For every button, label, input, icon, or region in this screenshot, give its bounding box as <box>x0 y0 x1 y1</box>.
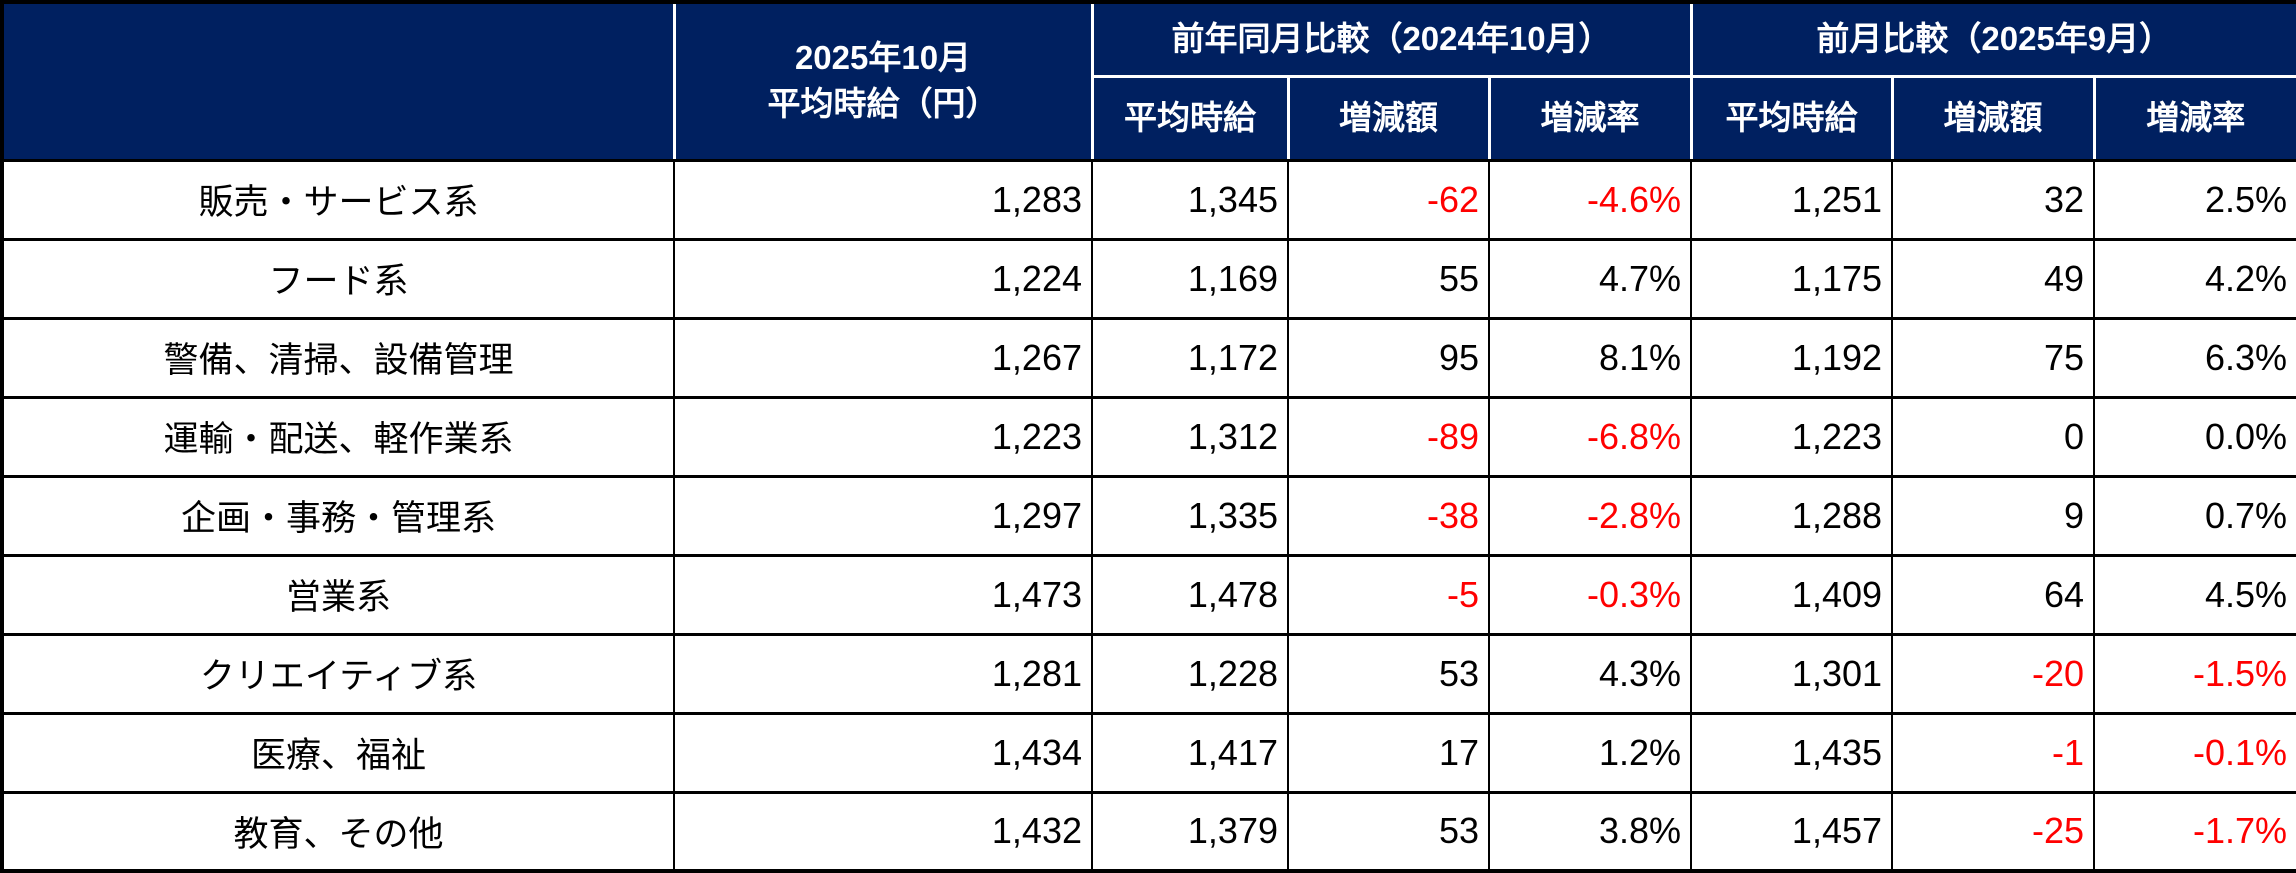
mom-rate-cell: -1.5% <box>2093 632 2296 715</box>
mom-rate-cell: 0.0% <box>2093 395 2296 478</box>
current-avg-wage-cell: 1,297 <box>673 474 1093 557</box>
mom-diff-cell: -25 <box>1891 790 2096 873</box>
mom-avg-wage-cell: 1,288 <box>1690 474 1894 557</box>
yoy-avg-wage-cell: 1,172 <box>1091 316 1289 399</box>
mom-diff-cell: 0 <box>1891 395 2096 478</box>
mom-group-header: 前月比較（2025年9月） <box>1689 0 2296 78</box>
current-avg-wage-cell: 1,473 <box>673 553 1093 636</box>
table-row: フード系 1,224 1,169 55 4.7% 1,175 49 4.2% <box>1 237 2296 320</box>
yoy-diff-cell: 55 <box>1287 237 1490 320</box>
mom-diff-cell: 64 <box>1891 553 2096 636</box>
mom-diff-cell: 9 <box>1891 474 2096 557</box>
mom-rate-header: 増減率 <box>2092 74 2296 162</box>
mom-diff-cell: 32 <box>1891 158 2096 241</box>
current-month-line2: 平均時給（円） <box>767 85 999 123</box>
mom-diff-header: 増減額 <box>1890 74 2096 162</box>
table-row: クリエイティブ系 1,281 1,228 53 4.3% 1,301 -20 -1.5% <box>1 632 2296 715</box>
mom-avg-wage-cell: 1,192 <box>1690 316 1894 399</box>
category-cell: フード系 <box>1 237 675 320</box>
mom-diff-cell: -1 <box>1891 711 2096 794</box>
table-row: 販売・サービス系 1,283 1,345 -62 -4.6% 1,251 32 2.5% <box>1 158 2296 241</box>
yoy-avg-wage-cell: 1,345 <box>1091 158 1289 241</box>
yoy-rate-cell: -0.3% <box>1487 553 1693 636</box>
yoy-rate-cell: -6.8% <box>1487 395 1693 478</box>
current-avg-wage-cell: 1,281 <box>673 632 1093 715</box>
category-cell: 教育、その他 <box>1 790 675 873</box>
yoy-avg-wage-cell: 1,335 <box>1091 474 1289 557</box>
mom-rate-cell: 4.2% <box>2093 237 2296 320</box>
yoy-rate-header: 増減率 <box>1487 74 1693 162</box>
table-row: 運輸・配送、軽作業系 1,223 1,312 -89 -6.8% 1,223 0 0.0% <box>1 395 2296 478</box>
yoy-rate-cell: 4.7% <box>1487 237 1693 320</box>
yoy-avg-wage-cell: 1,228 <box>1091 632 1289 715</box>
mom-rate-cell: 6.3% <box>2093 316 2296 399</box>
category-cell: 警備、清掃、設備管理 <box>1 316 675 399</box>
current-avg-wage-cell: 1,432 <box>673 790 1093 873</box>
category-cell: クリエイティブ系 <box>1 632 675 715</box>
current-month-header: 2025年10月 平均時給（円） <box>672 0 1094 162</box>
mom-diff-cell: 75 <box>1891 316 2096 399</box>
yoy-diff-cell: 17 <box>1287 711 1490 794</box>
table-body: 販売・サービス系 1,283 1,345 -62 -4.6% 1,251 32 2.5% フード… <box>1 158 2296 873</box>
current-avg-wage-cell: 1,283 <box>673 158 1093 241</box>
yoy-rate-cell: 3.8% <box>1487 790 1693 873</box>
mom-rate-cell: -1.7% <box>2093 790 2296 873</box>
category-cell: 販売・サービス系 <box>1 158 675 241</box>
yoy-diff-cell: -38 <box>1287 474 1490 557</box>
yoy-diff-cell: 53 <box>1287 632 1490 715</box>
mom-avg-wage-cell: 1,457 <box>1690 790 1894 873</box>
yoy-avg-wage-cell: 1,312 <box>1091 395 1289 478</box>
yoy-diff-cell: -5 <box>1287 553 1490 636</box>
yoy-rate-cell: 1.2% <box>1487 711 1693 794</box>
category-cell: 医療、福祉 <box>1 711 675 794</box>
table-row: 教育、その他 1,432 1,379 53 3.8% 1,457 -25 -1.7% <box>1 790 2296 873</box>
yoy-diff-cell: 95 <box>1287 316 1490 399</box>
table-row: 企画・事務・管理系 1,297 1,335 -38 -2.8% 1,288 9 0.7% <box>1 474 2296 557</box>
yoy-diff-header: 増減額 <box>1286 74 1491 162</box>
category-column-header <box>0 0 676 162</box>
table-row: 医療、福祉 1,434 1,417 17 1.2% 1,435 -1 -0.1% <box>1 711 2296 794</box>
mom-rate-cell: -0.1% <box>2093 711 2296 794</box>
category-cell: 企画・事務・管理系 <box>1 474 675 557</box>
current-avg-wage-cell: 1,223 <box>673 395 1093 478</box>
mom-rate-cell: 4.5% <box>2093 553 2296 636</box>
current-avg-wage-cell: 1,224 <box>673 237 1093 320</box>
mom-avg-wage-header: 平均時給 <box>1689 74 1894 162</box>
yoy-avg-wage-cell: 1,417 <box>1091 711 1289 794</box>
mom-diff-cell: -20 <box>1891 632 2096 715</box>
mom-avg-wage-cell: 1,175 <box>1690 237 1894 320</box>
yoy-avg-wage-cell: 1,478 <box>1091 553 1289 636</box>
yoy-avg-wage-cell: 1,169 <box>1091 237 1289 320</box>
current-month-line1: 2025年10月 <box>794 39 972 77</box>
mom-avg-wage-cell: 1,301 <box>1690 632 1894 715</box>
table-row: 警備、清掃、設備管理 1,267 1,172 95 8.1% 1,192 75 6.3% <box>1 316 2296 399</box>
current-avg-wage-cell: 1,267 <box>673 316 1093 399</box>
mom-avg-wage-cell: 1,435 <box>1690 711 1894 794</box>
current-avg-wage-cell: 1,434 <box>673 711 1093 794</box>
yoy-rate-cell: -4.6% <box>1487 158 1693 241</box>
category-cell: 営業系 <box>1 553 675 636</box>
table-row: 営業系 1,473 1,478 -5 -0.3% 1,409 64 4.5% <box>1 553 2296 636</box>
yoy-diff-cell: 53 <box>1287 790 1490 873</box>
mom-avg-wage-cell: 1,409 <box>1690 553 1894 636</box>
yoy-avg-wage-cell: 1,379 <box>1091 790 1289 873</box>
mom-diff-cell: 49 <box>1891 237 2096 320</box>
yoy-rate-cell: 8.1% <box>1487 316 1693 399</box>
yoy-rate-cell: 4.3% <box>1487 632 1693 715</box>
mom-rate-cell: 0.7% <box>2093 474 2296 557</box>
yoy-diff-cell: -89 <box>1287 395 1490 478</box>
category-cell: 運輸・配送、軽作業系 <box>1 395 675 478</box>
yoy-avg-wage-header: 平均時給 <box>1090 74 1290 162</box>
mom-avg-wage-cell: 1,251 <box>1690 158 1894 241</box>
mom-rate-cell: 2.5% <box>2093 158 2296 241</box>
mom-avg-wage-cell: 1,223 <box>1690 395 1894 478</box>
yoy-group-header: 前年同月比較（2024年10月） <box>1090 0 1693 78</box>
yoy-rate-cell: -2.8% <box>1487 474 1693 557</box>
yoy-diff-cell: -62 <box>1287 158 1490 241</box>
